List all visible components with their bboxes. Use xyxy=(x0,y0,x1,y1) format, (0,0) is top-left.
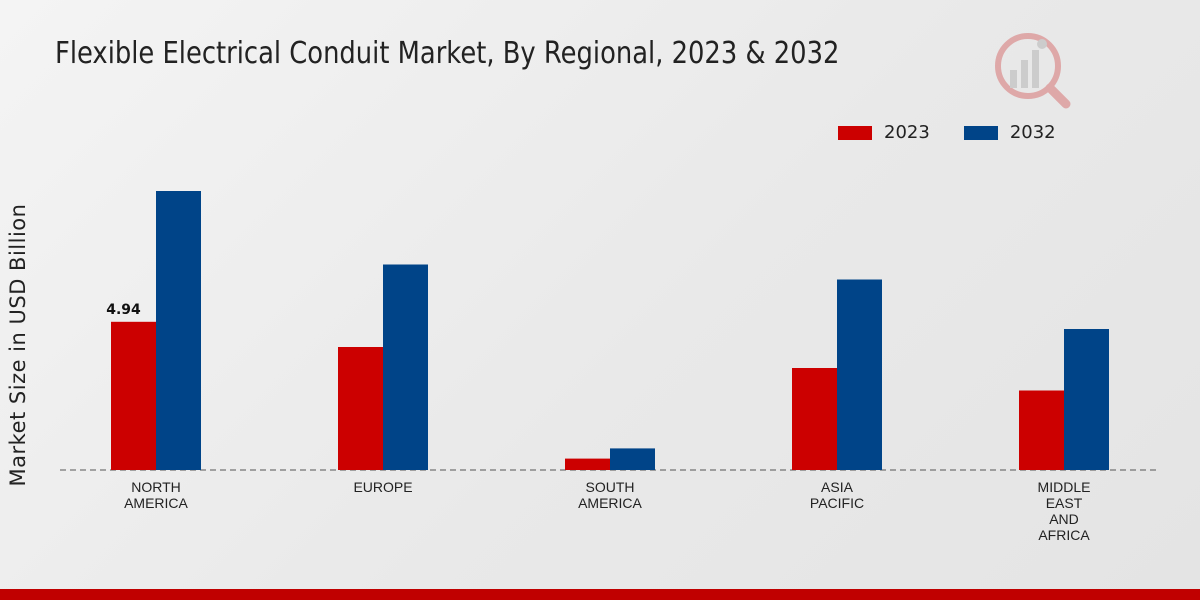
x-tick-label: SOUTH AMERICA xyxy=(578,479,642,511)
footer-accent-bar xyxy=(0,589,1200,600)
legend-label-2032: 2032 xyxy=(1009,122,1056,143)
chart-title: Flexible Electrical Conduit Market, By R… xyxy=(55,36,840,71)
x-tick-label: MIDDLE EAST AND AFRICA xyxy=(1038,479,1091,543)
brand-logo-icon xyxy=(995,33,1071,109)
legend-label-2023: 2023 xyxy=(884,122,930,143)
bar-2032-0 xyxy=(156,191,201,470)
bar-2023-2 xyxy=(565,458,610,470)
bar-2023-0 xyxy=(111,321,156,470)
legend-item-2023: 2023 xyxy=(838,122,930,143)
x-tick-label: EUROPE xyxy=(353,479,412,495)
bar-2032-4 xyxy=(1064,329,1109,470)
x-tick-label: NORTH AMERICA xyxy=(124,479,188,511)
bar-2023-4 xyxy=(1019,390,1064,470)
bar-2023-3 xyxy=(792,368,837,470)
legend-swatch-2032 xyxy=(963,125,998,140)
legend: 2023 2032 xyxy=(838,122,1056,143)
x-tick-label: ASIA PACIFIC xyxy=(810,479,864,511)
bar-2032-2 xyxy=(610,448,655,470)
bar-2023-1 xyxy=(338,347,383,470)
bar-2032-1 xyxy=(383,264,428,470)
bar-2032-3 xyxy=(837,279,882,470)
legend-item-2032: 2032 xyxy=(963,122,1056,143)
data-label: 4.94 xyxy=(106,302,141,318)
legend-swatch-2023 xyxy=(838,125,872,140)
